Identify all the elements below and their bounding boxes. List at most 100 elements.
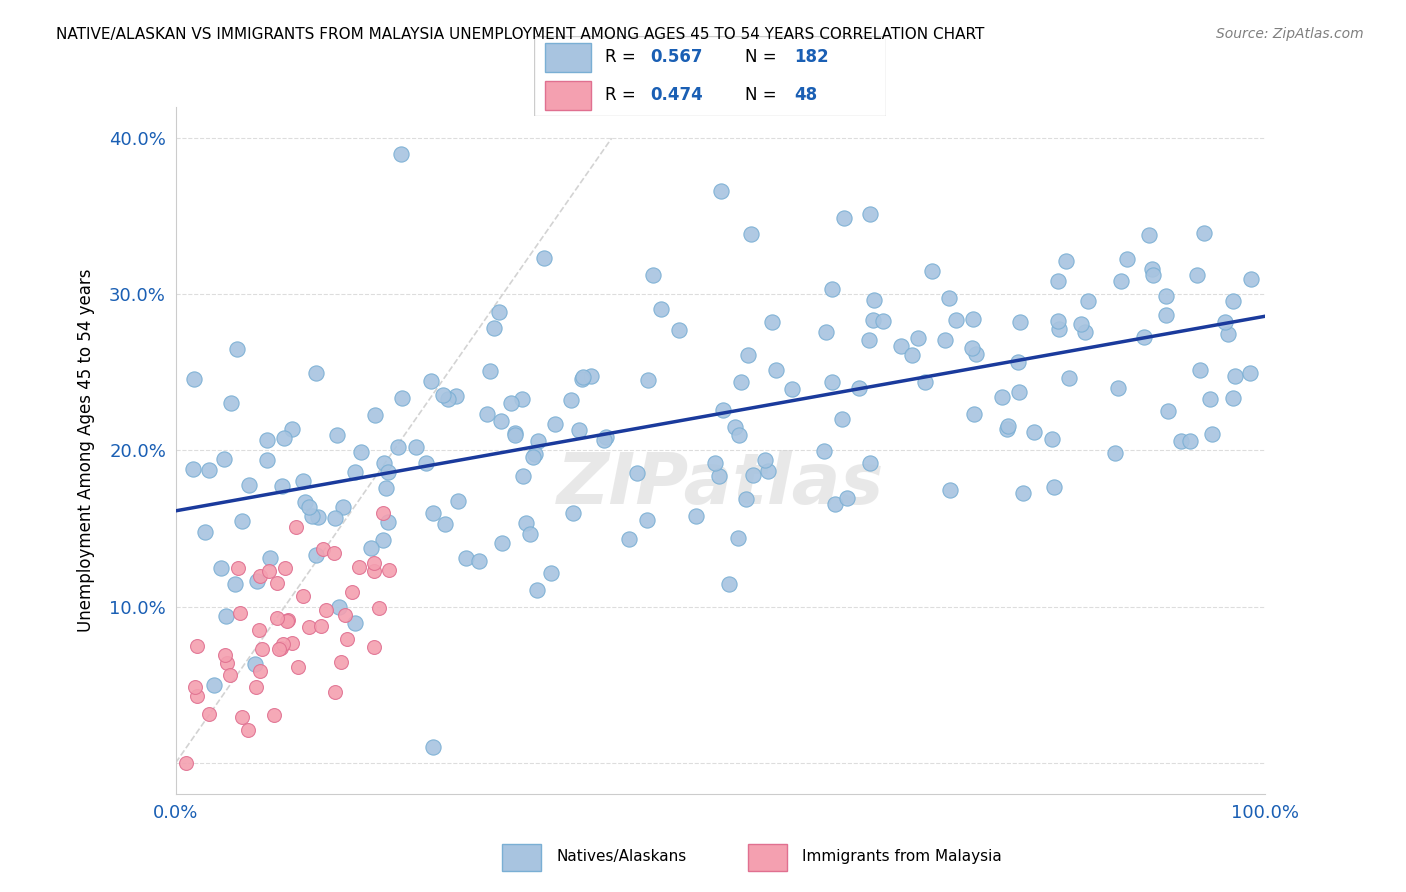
Point	[415, 457, 437, 471]
Point	[482, 321, 505, 335]
Point	[1057, 370, 1080, 384]
Point	[824, 497, 846, 511]
Point	[1140, 261, 1163, 276]
Point	[340, 585, 363, 599]
Point	[181, 462, 204, 476]
Point	[273, 431, 295, 445]
Point	[176, 756, 198, 770]
Point	[378, 563, 401, 577]
Point	[579, 368, 602, 383]
Point	[363, 557, 385, 571]
Point	[780, 382, 803, 396]
Point	[741, 467, 763, 482]
FancyBboxPatch shape	[544, 43, 591, 72]
Text: 182: 182	[794, 48, 830, 66]
Point	[323, 546, 346, 560]
Point	[1047, 322, 1070, 336]
Point	[422, 506, 444, 520]
Point	[526, 583, 548, 598]
Point	[703, 456, 725, 470]
Point	[422, 740, 444, 755]
Point	[890, 339, 912, 353]
Point	[1154, 289, 1177, 303]
Point	[1178, 434, 1201, 448]
Point	[1222, 391, 1244, 405]
Point	[519, 526, 541, 541]
Point	[277, 613, 299, 627]
Point	[387, 440, 409, 454]
Point	[298, 620, 321, 634]
Point	[533, 251, 555, 265]
Point	[377, 465, 399, 479]
Point	[301, 508, 323, 523]
Point	[562, 506, 585, 520]
Point	[364, 409, 387, 423]
Point	[727, 531, 749, 545]
Point	[343, 465, 366, 479]
Point	[305, 548, 328, 562]
Point	[737, 348, 759, 362]
Point	[572, 370, 595, 384]
Point	[813, 444, 835, 458]
FancyBboxPatch shape	[502, 844, 541, 871]
Point	[259, 551, 281, 566]
Point	[186, 689, 208, 703]
Point	[215, 608, 238, 623]
Text: Source: ZipAtlas.com: Source: ZipAtlas.com	[1216, 27, 1364, 41]
Point	[1070, 317, 1092, 331]
Point	[238, 478, 260, 492]
Point	[420, 374, 443, 388]
FancyBboxPatch shape	[544, 80, 591, 110]
Point	[488, 305, 510, 319]
Point	[503, 427, 526, 442]
Point	[863, 293, 886, 308]
Point	[343, 616, 366, 631]
Point	[524, 447, 547, 461]
Point	[914, 375, 936, 389]
Point	[571, 372, 593, 386]
Point	[363, 640, 385, 655]
Point	[859, 456, 882, 470]
Point	[281, 636, 304, 650]
Point	[1007, 355, 1029, 369]
Y-axis label: Unemployment Among Ages 45 to 54 years: Unemployment Among Ages 45 to 54 years	[77, 268, 96, 632]
Point	[626, 466, 648, 480]
Point	[1109, 274, 1132, 288]
Point	[1192, 227, 1215, 241]
Point	[332, 500, 354, 515]
Point	[287, 660, 309, 674]
Point	[963, 407, 986, 421]
Point	[1073, 326, 1095, 340]
Text: R =: R =	[605, 87, 641, 104]
Point	[650, 301, 672, 316]
Point	[921, 264, 943, 278]
Point	[1170, 434, 1192, 448]
Point	[245, 657, 267, 671]
Point	[250, 642, 273, 657]
Point	[326, 428, 349, 442]
Point	[373, 456, 395, 470]
Point	[391, 391, 413, 405]
Text: Natives/Alaskans: Natives/Alaskans	[557, 849, 686, 863]
Point	[323, 510, 346, 524]
Point	[501, 396, 523, 410]
Point	[219, 395, 242, 409]
Point	[389, 146, 412, 161]
Point	[328, 599, 350, 614]
Point	[312, 541, 335, 556]
Point	[515, 516, 537, 530]
Point	[349, 445, 371, 459]
Point	[1132, 330, 1154, 344]
Point	[491, 536, 513, 550]
Point	[1011, 485, 1033, 500]
Point	[526, 434, 548, 448]
Point	[183, 372, 205, 386]
Point	[225, 343, 247, 357]
Point	[363, 564, 385, 578]
Point	[298, 500, 321, 514]
Point	[231, 514, 253, 528]
Point	[990, 390, 1012, 404]
Point	[193, 525, 215, 540]
Point	[1240, 272, 1263, 286]
Point	[939, 483, 962, 497]
